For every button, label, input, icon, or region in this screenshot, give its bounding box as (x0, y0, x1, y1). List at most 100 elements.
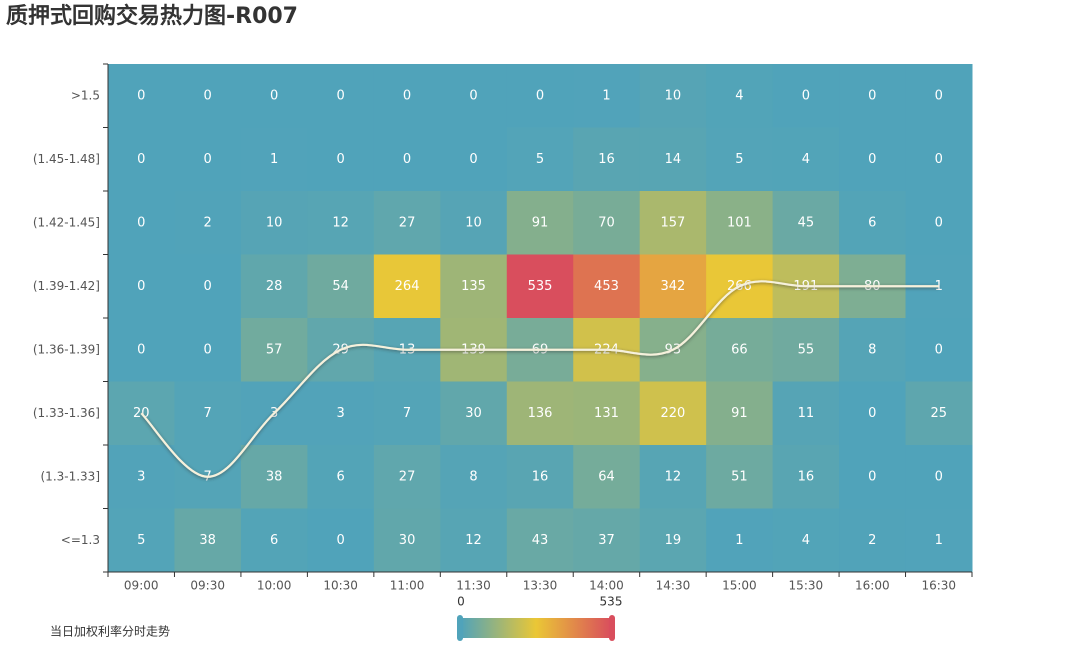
heat-cell (307, 508, 375, 573)
heat-cell (506, 381, 574, 446)
cell-label: 1 (270, 152, 278, 167)
cells (108, 64, 973, 573)
cell-label: 1 (935, 533, 943, 548)
cell-label: 4 (802, 152, 810, 167)
cell-label: 7 (403, 406, 411, 421)
cell-label: 3 (137, 469, 145, 484)
heat-cell (174, 318, 242, 382)
heat-cell (506, 445, 574, 509)
heat-cell (174, 127, 242, 192)
cell-label: 0 (868, 152, 876, 167)
heat-cell (108, 508, 175, 573)
heat-cell (639, 381, 707, 446)
heat-cell (307, 127, 375, 192)
cell-label: 0 (868, 406, 876, 421)
heat-cell (772, 127, 840, 192)
heat-cell (573, 445, 641, 509)
heat-cell (373, 64, 441, 128)
cell-label: 91 (731, 406, 748, 421)
cell-label: 38 (266, 469, 283, 484)
color-bar (461, 618, 611, 638)
cell-label: 0 (204, 279, 212, 294)
cell-label: 0 (137, 342, 145, 357)
cell-label: 0 (868, 88, 876, 103)
heat-cell (373, 508, 441, 573)
heat-cell (573, 191, 641, 255)
heat-cell (905, 191, 973, 255)
heat-cell (373, 191, 441, 255)
cell-label: 91 (532, 215, 549, 230)
heat-cell (440, 127, 508, 192)
heat-cell (108, 64, 175, 128)
heat-cell (905, 127, 973, 192)
x-tick-label: 14:30 (656, 579, 691, 593)
heat-cell (839, 127, 907, 192)
cell-label: 0 (137, 88, 145, 103)
heat-cell (706, 508, 774, 573)
heat-cell (307, 191, 375, 255)
heat-cell (373, 127, 441, 192)
heat-cell (440, 64, 508, 128)
heat-cell (573, 64, 641, 128)
x-tick-label: 14:00 (589, 579, 624, 593)
heat-cell (506, 127, 574, 192)
x-tick-label: 15:30 (789, 579, 824, 593)
heat-cell (573, 254, 641, 319)
heat-cell (506, 508, 574, 573)
x-tick-label: 16:00 (855, 579, 890, 593)
y-tick-label: (1.33-1.36] (33, 406, 100, 420)
cell-label: 0 (204, 342, 212, 357)
x-tick-label: 09:30 (190, 579, 225, 593)
cell-label: 8 (469, 469, 477, 484)
heat-cell (839, 318, 907, 382)
heat-cell (373, 254, 441, 319)
cell-label: 6 (270, 533, 278, 548)
heat-cell (839, 381, 907, 446)
cell-label: 45 (798, 215, 815, 230)
heat-cell (573, 381, 641, 446)
cell-label: 0 (270, 88, 278, 103)
heat-cell (839, 64, 907, 128)
heat-cell (639, 445, 707, 509)
cell-label: 43 (532, 533, 549, 548)
cell-label: 5 (137, 533, 145, 548)
heat-cell (706, 381, 774, 446)
heat-cell (772, 64, 840, 128)
heat-cell (639, 64, 707, 128)
y-tick-label: (1.45-1.48] (33, 152, 100, 166)
cell-label: 5 (536, 152, 544, 167)
heat-cell (772, 445, 840, 509)
heat-cell (839, 508, 907, 573)
x-tick-label: 10:00 (257, 579, 292, 593)
heat-cell (240, 318, 308, 382)
cell-label: 16 (798, 469, 815, 484)
cell-label: 0 (137, 152, 145, 167)
cell-label: 0 (469, 152, 477, 167)
cell-label: 220 (661, 406, 686, 421)
cell-label: 0 (204, 152, 212, 167)
x-tick-label: 11:30 (456, 579, 491, 593)
heat-cell (573, 508, 641, 573)
cell-label: 157 (661, 215, 686, 230)
cell-label: 16 (532, 469, 549, 484)
cell-label: 19 (665, 533, 682, 548)
cell-label: 6 (868, 215, 876, 230)
cell-label: 0 (935, 342, 943, 357)
heat-cell (108, 445, 175, 509)
x-tick-label: 16:30 (921, 579, 956, 593)
cell-label: 0 (403, 88, 411, 103)
cell-label: 535 (528, 279, 553, 294)
heat-cell (440, 381, 508, 446)
cell-label: 8 (868, 342, 876, 357)
heat-cell (240, 254, 308, 319)
cell-label: 16 (598, 152, 615, 167)
heat-cell (772, 318, 840, 382)
heat-cell (839, 191, 907, 255)
heat-cell (174, 191, 242, 255)
heat-cell (307, 445, 375, 509)
cell-label: 2 (204, 215, 212, 230)
heat-cell (905, 318, 973, 382)
heat-cell (772, 191, 840, 255)
cell-label: 30 (399, 533, 416, 548)
cell-label: 0 (935, 215, 943, 230)
